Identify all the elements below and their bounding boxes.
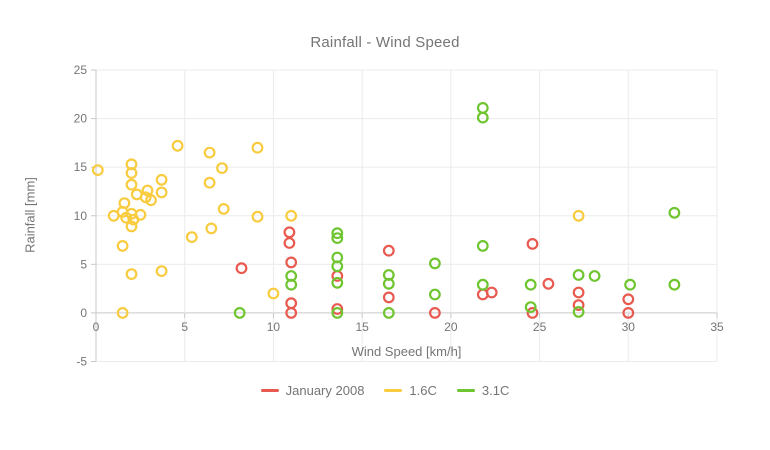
data-point-3.1c[interactable]	[476, 239, 489, 252]
legend-item-3.1c[interactable]: 3.1C	[456, 383, 510, 398]
legend-label: 1.6C	[409, 383, 437, 398]
data-point-1.6c[interactable]	[145, 194, 157, 207]
data-point-3.1c[interactable]	[476, 111, 489, 124]
y-tick-label: 15	[74, 160, 88, 174]
y-tick-label: 25	[74, 63, 88, 77]
x-axis-title: Wind Speed [km/h]	[351, 344, 462, 359]
legend-item-january-2008[interactable]: January 2008	[260, 383, 365, 398]
y-tick-label: 0	[80, 306, 87, 320]
data-point-3.1c[interactable]	[331, 227, 344, 240]
data-point-1.6c[interactable]	[125, 220, 138, 233]
legend-marker-icon	[384, 389, 403, 392]
data-point-january-2008[interactable]	[382, 291, 395, 304]
y-tick-label: -5	[76, 355, 87, 369]
data-point-january-2008[interactable]	[382, 244, 395, 257]
x-tick-label: 5	[181, 320, 188, 334]
data-point-3.1c[interactable]	[233, 307, 246, 319]
data-point-1.6c[interactable]	[125, 178, 138, 191]
data-point-january-2008[interactable]	[283, 237, 296, 249]
data-point-january-2008[interactable]	[285, 307, 298, 319]
data-point-3.1c[interactable]	[382, 307, 395, 319]
data-point-3.1c[interactable]	[382, 277, 395, 290]
legend-label: 3.1C	[481, 383, 510, 398]
data-point-1.6c[interactable]	[125, 268, 138, 281]
data-point-january-2008[interactable]	[285, 297, 298, 310]
y-tick-label: 10	[74, 209, 88, 223]
data-point-january-2008[interactable]	[283, 226, 296, 239]
data-point-january-2008[interactable]	[542, 277, 555, 290]
legend-label: January 2008	[285, 383, 365, 398]
data-point-1.6c[interactable]	[155, 186, 168, 199]
x-tick-label: 30	[622, 320, 636, 334]
data-point-january-2008[interactable]	[235, 262, 248, 275]
data-point-january-2008[interactable]	[331, 303, 344, 315]
data-point-1.6c[interactable]	[203, 176, 216, 189]
data-point-1.6c[interactable]	[217, 202, 230, 215]
data-point-january-2008[interactable]	[526, 237, 539, 250]
data-point-january-2008[interactable]	[485, 286, 498, 299]
data-point-3.1c[interactable]	[285, 278, 298, 291]
x-tick-label: 15	[355, 320, 369, 334]
data-point-1.6c[interactable]	[155, 173, 168, 186]
data-point-3.1c[interactable]	[572, 269, 585, 281]
data-point-1.6c[interactable]	[285, 209, 298, 222]
data-point-1.6c[interactable]	[141, 184, 154, 197]
y-axis-title: Rainfall [mm]	[22, 177, 38, 253]
data-point-january-2008[interactable]	[622, 293, 635, 306]
data-point-3.1c[interactable]	[331, 260, 344, 273]
legend: January 2008 1.6C 3.1C	[0, 383, 770, 398]
x-tick-label: 35	[710, 320, 724, 334]
data-point-1.6c[interactable]	[171, 139, 184, 152]
data-point-1.6c[interactable]	[91, 164, 104, 177]
data-point-3.1c[interactable]	[624, 278, 636, 291]
data-point-3.1c[interactable]	[524, 301, 537, 314]
data-point-january-2008[interactable]	[622, 307, 635, 319]
legend-marker-icon	[260, 389, 279, 392]
data-point-3.1c[interactable]	[572, 306, 585, 318]
x-tick-label: 20	[444, 320, 458, 334]
data-point-1.6c[interactable]	[203, 146, 216, 159]
legend-item-1.6c[interactable]: 1.6C	[384, 383, 437, 398]
data-point-1.6c[interactable]	[155, 265, 168, 278]
x-tick-label: 10	[267, 320, 281, 334]
data-point-1.6c[interactable]	[205, 222, 218, 235]
y-tick-label: 20	[74, 112, 88, 126]
data-point-january-2008[interactable]	[572, 286, 585, 299]
data-point-1.6c[interactable]	[125, 167, 138, 179]
data-point-3.1c[interactable]	[476, 278, 489, 291]
data-point-3.1c[interactable]	[429, 288, 441, 301]
data-point-1.6c[interactable]	[251, 210, 264, 223]
data-point-3.1c[interactable]	[331, 232, 344, 245]
data-point-3.1c[interactable]	[331, 307, 344, 319]
data-point-3.1c[interactable]	[476, 101, 489, 114]
data-point-1.6c[interactable]	[216, 162, 228, 175]
data-point-1.6c[interactable]	[251, 141, 264, 154]
data-point-january-2008[interactable]	[526, 307, 539, 319]
data-point-1.6c[interactable]	[267, 287, 280, 300]
data-point-1.6c[interactable]	[185, 231, 198, 244]
chart-title: Rainfall - Wind Speed	[310, 34, 460, 51]
x-tick-label: 0	[93, 320, 100, 334]
data-point-january-2008[interactable]	[572, 299, 585, 312]
data-point-january-2008[interactable]	[429, 307, 441, 319]
data-point-january-2008[interactable]	[285, 256, 298, 269]
data-point-3.1c[interactable]	[668, 206, 681, 219]
y-tick-label: 5	[80, 257, 87, 271]
data-point-1.6c[interactable]	[118, 197, 131, 210]
data-point-1.6c[interactable]	[572, 209, 585, 222]
data-point-3.1c[interactable]	[588, 270, 601, 282]
x-tick-label: 25	[533, 320, 547, 334]
data-point-3.1c[interactable]	[331, 276, 344, 289]
legend-marker-icon	[456, 389, 475, 392]
data-point-3.1c[interactable]	[668, 278, 681, 291]
data-point-1.6c[interactable]	[116, 307, 129, 319]
data-point-1.6c[interactable]	[134, 208, 147, 221]
data-point-1.6c[interactable]	[116, 239, 129, 252]
data-point-3.1c[interactable]	[524, 278, 537, 291]
data-point-3.1c[interactable]	[429, 257, 441, 270]
